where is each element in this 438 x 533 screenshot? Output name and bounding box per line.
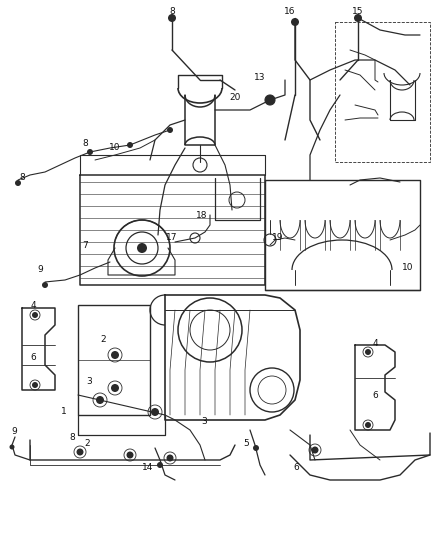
Circle shape <box>137 243 147 253</box>
Text: 10: 10 <box>402 262 414 271</box>
Circle shape <box>127 451 134 458</box>
Text: 6: 6 <box>372 391 378 400</box>
Text: 17: 17 <box>166 232 178 241</box>
Text: 19: 19 <box>272 232 284 241</box>
Circle shape <box>291 18 299 26</box>
Text: 4: 4 <box>30 301 36 310</box>
Text: 8: 8 <box>82 139 88 148</box>
Text: 8: 8 <box>169 7 175 17</box>
Text: 1: 1 <box>61 408 67 416</box>
Circle shape <box>365 422 371 428</box>
Bar <box>78 305 150 415</box>
Text: 15: 15 <box>352 7 364 17</box>
Text: 9: 9 <box>11 427 17 437</box>
Bar <box>335 22 430 162</box>
Circle shape <box>157 462 163 468</box>
Text: 4: 4 <box>372 338 378 348</box>
Text: 9: 9 <box>37 265 43 274</box>
Text: 7: 7 <box>82 241 88 251</box>
Circle shape <box>253 445 259 451</box>
Circle shape <box>96 396 104 404</box>
Text: 6: 6 <box>293 464 299 472</box>
Text: 8: 8 <box>69 432 75 441</box>
Circle shape <box>166 455 173 462</box>
Circle shape <box>365 349 371 355</box>
Circle shape <box>77 448 84 456</box>
Text: 3: 3 <box>201 417 207 426</box>
Text: 20: 20 <box>230 93 241 102</box>
Circle shape <box>32 312 38 318</box>
Circle shape <box>127 142 133 148</box>
Text: 6: 6 <box>30 352 36 361</box>
Text: 8: 8 <box>19 174 25 182</box>
Text: 10: 10 <box>109 143 121 152</box>
Circle shape <box>87 149 93 155</box>
Circle shape <box>354 14 362 22</box>
Text: 16: 16 <box>284 7 296 17</box>
Circle shape <box>10 445 14 449</box>
Text: 2: 2 <box>100 335 106 344</box>
Circle shape <box>42 282 48 288</box>
Circle shape <box>168 14 176 22</box>
Circle shape <box>111 351 119 359</box>
Text: 3: 3 <box>86 377 92 386</box>
Text: 18: 18 <box>196 211 208 220</box>
Text: 5: 5 <box>243 439 249 448</box>
Text: 14: 14 <box>142 464 154 472</box>
Circle shape <box>111 384 119 392</box>
Circle shape <box>265 95 275 105</box>
Circle shape <box>311 447 318 454</box>
Circle shape <box>32 382 38 388</box>
Circle shape <box>15 180 21 186</box>
Text: 2: 2 <box>84 439 90 448</box>
Circle shape <box>151 408 159 416</box>
Text: 13: 13 <box>254 74 266 83</box>
Circle shape <box>167 127 173 133</box>
